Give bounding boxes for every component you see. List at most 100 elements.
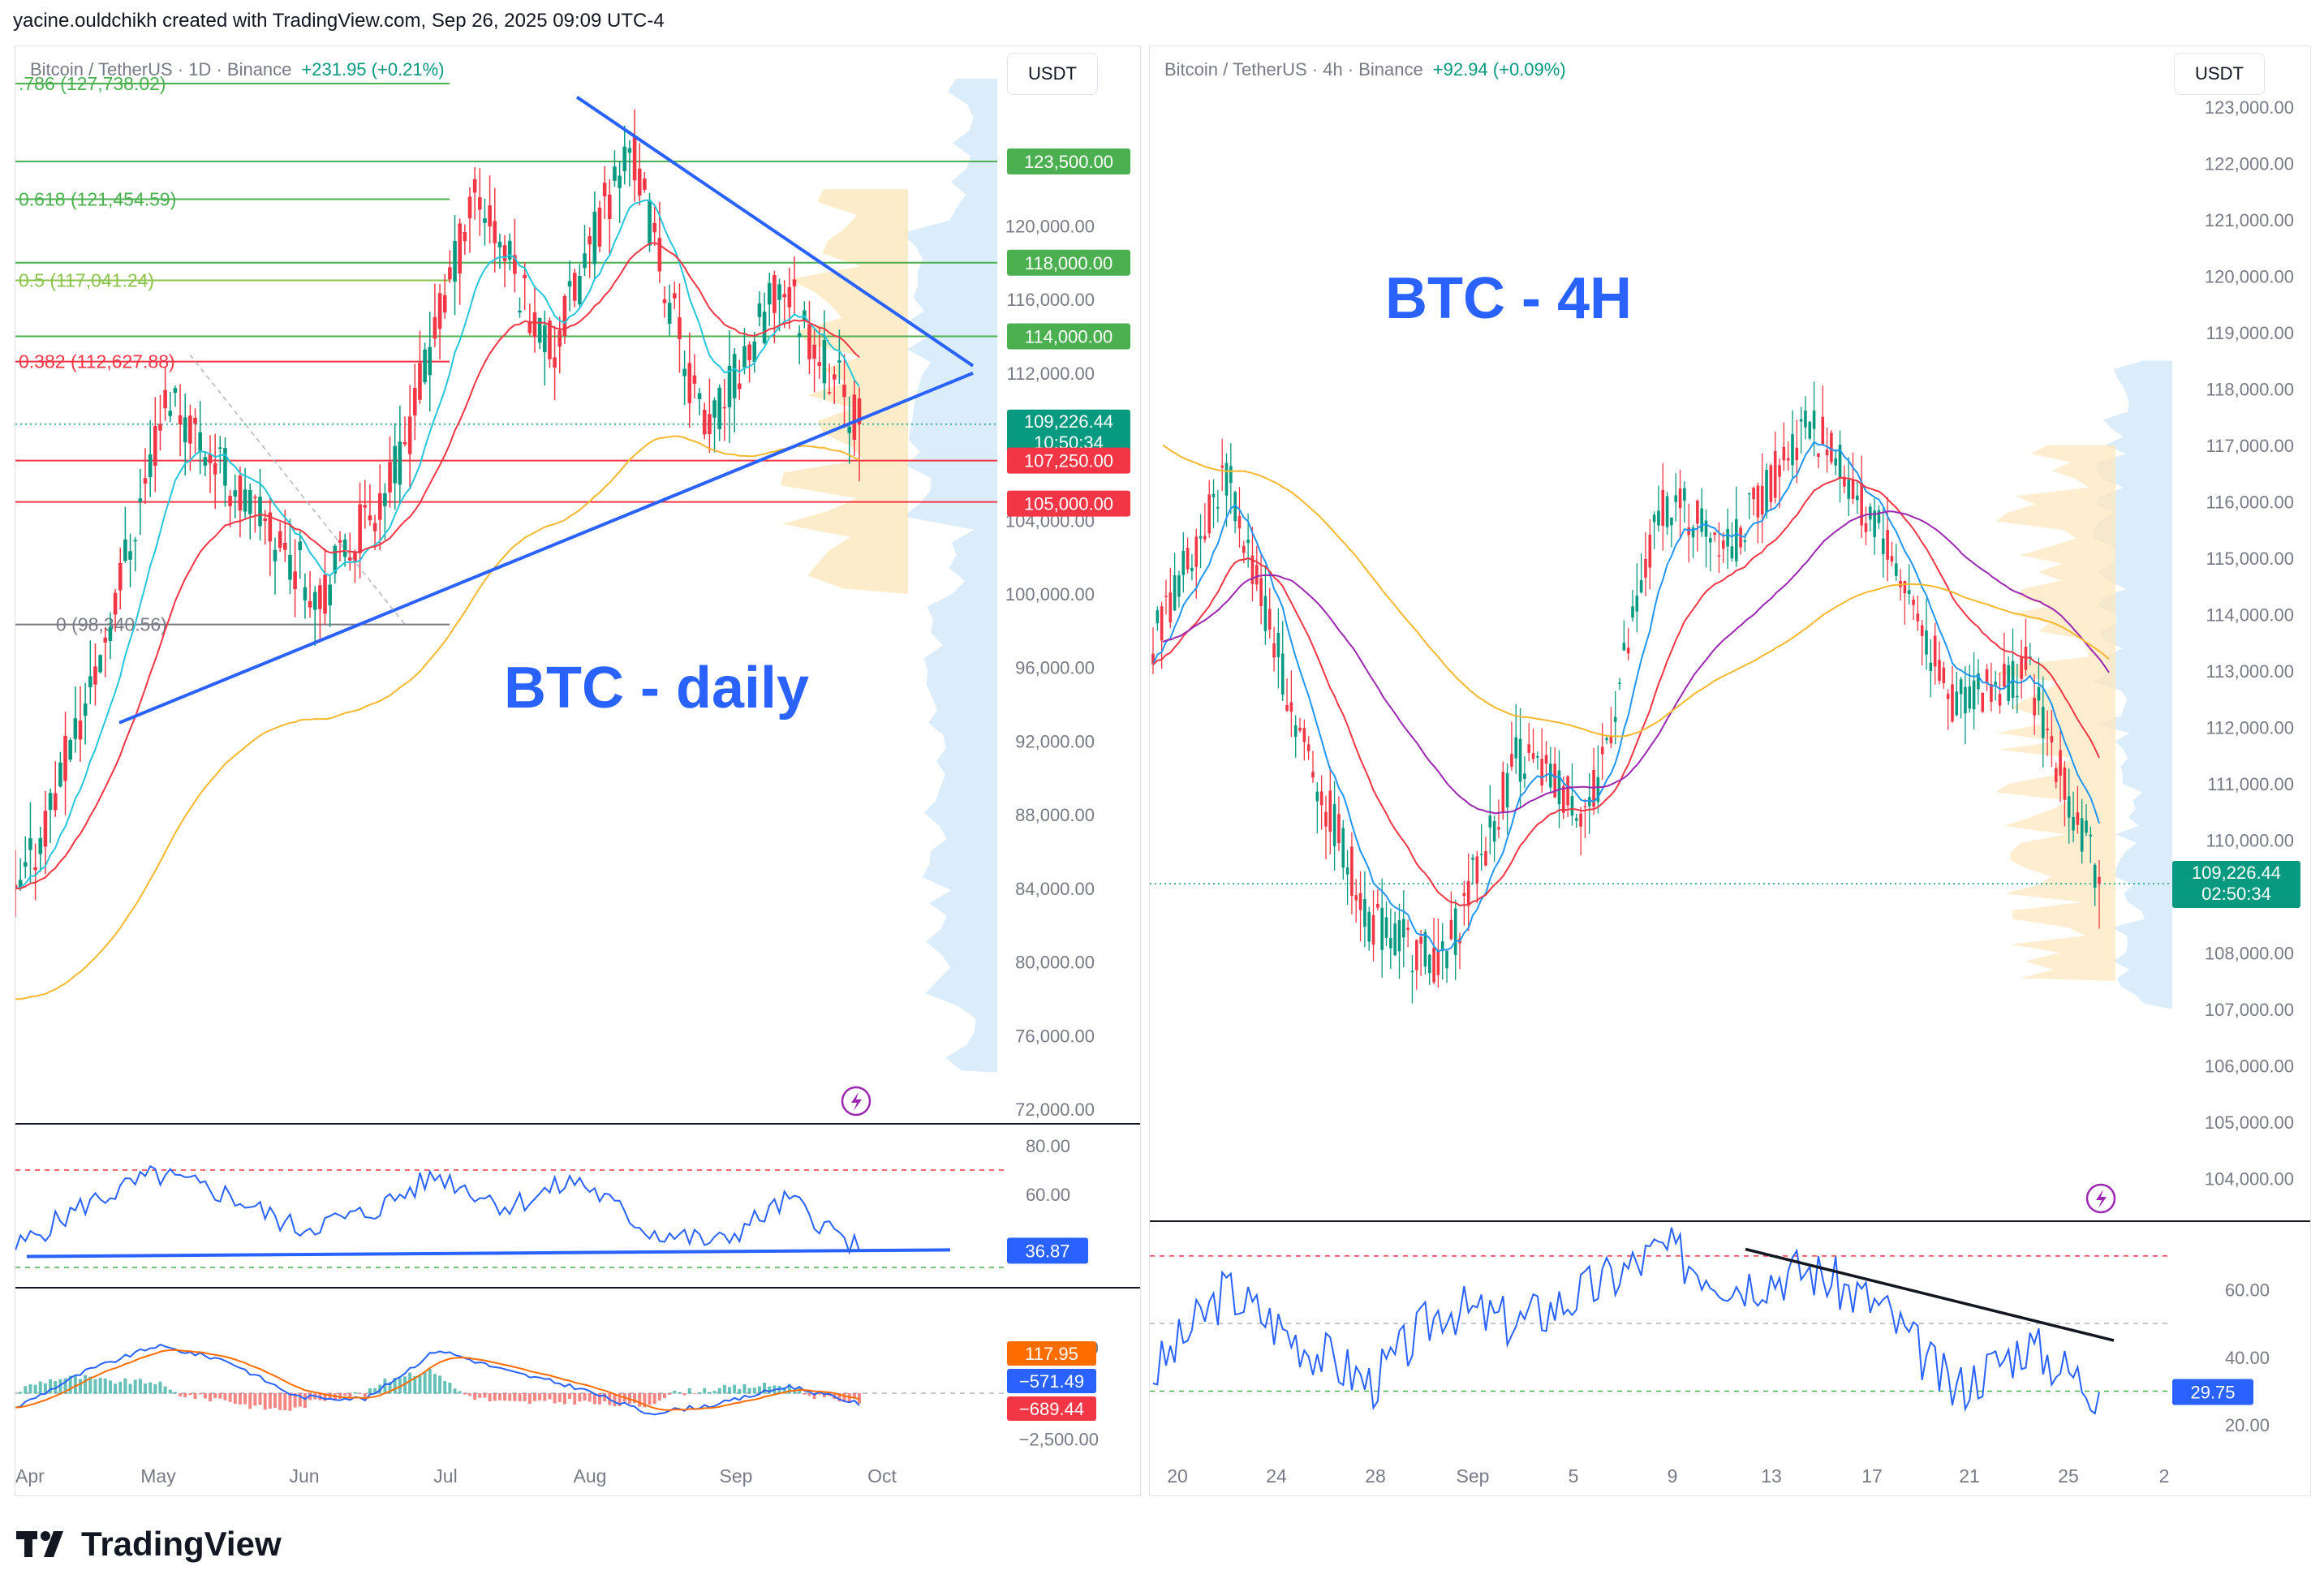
daily-macd-histogram-bar (413, 1375, 417, 1394)
daily-chart-svg[interactable]: .786 (127,738.02) 0.618 (121,454.59) 0.5 (… (15, 46, 1140, 1495)
daily-candle (398, 441, 402, 485)
four-hour-candle (1358, 893, 1362, 910)
daily-price-tick: 96,000.00 (1015, 658, 1095, 678)
daily-rsi-tick: 60.00 (1026, 1185, 1070, 1205)
daily-macd-histogram-bar (58, 1379, 62, 1394)
four-hour-time-tick: 21 (1959, 1465, 1980, 1487)
daily-candle (178, 415, 183, 424)
daily-candle (682, 368, 686, 376)
daily-macd-histogram-bar (183, 1393, 187, 1398)
four-hour-candle (1817, 453, 1820, 457)
four-hour-candle (1618, 682, 1621, 684)
daily-rsi-tick: 80.00 (1026, 1136, 1070, 1156)
daily-rsi-support-trendline (26, 1248, 951, 1259)
daily-candle (827, 392, 832, 394)
daily-candle (268, 512, 273, 542)
daily-macd-histogram-bar (533, 1393, 536, 1401)
four-hour-rsi-tick: 40.00 (2225, 1348, 2270, 1368)
four-hour-candle (1951, 684, 1954, 722)
four-hour-candle (1156, 610, 1160, 624)
four-hour-chart-pane[interactable]: 123,000.00 122,000.00 121,000.00 120,000.00… (1149, 45, 2311, 1496)
four-hour-candle (1207, 494, 1211, 534)
four-hour-rsi-line (1152, 1227, 2100, 1415)
daily-macd-histogram-bar (158, 1381, 162, 1394)
four-hour-candle (1553, 764, 1556, 798)
four-hour-candle (1427, 954, 1431, 974)
four-hour-candle (1877, 510, 1881, 523)
four-hour-candle (1964, 686, 1967, 714)
daily-price-tag: 105,000.00 (1024, 494, 1113, 514)
four-hour-candle (1566, 776, 1569, 806)
daily-macd-tag: −571.49 (1019, 1371, 1084, 1392)
daily-candle (787, 286, 792, 308)
daily-candle (583, 253, 587, 269)
daily-candle (483, 218, 487, 223)
four-hour-candle (1808, 421, 1812, 439)
four-hour-candle (1160, 606, 1164, 641)
four-hour-candle (1337, 814, 1341, 844)
daily-macd-histogram-bar (858, 1393, 861, 1404)
four-hour-chart-svg[interactable]: 123,000.00 122,000.00 121,000.00 120,000.00… (1150, 46, 2310, 1495)
daily-candle (627, 148, 632, 153)
four-hour-candle (1665, 496, 1669, 527)
daily-price-tag-bg (1007, 490, 1130, 517)
daily-candle (15, 884, 18, 889)
four-hour-candle (1488, 815, 1492, 828)
daily-macd-histogram-bar (747, 1388, 751, 1394)
daily-rsi-line (15, 1164, 860, 1255)
daily-rsi-tag-bg (1007, 1237, 1088, 1264)
four-hour-candle (1341, 828, 1345, 868)
four-hour-price-tick: 122,000.00 (2205, 153, 2294, 174)
four-hour-candle (1825, 450, 1829, 456)
daily-candle (747, 344, 751, 360)
daily-macd-histogram-bar (373, 1388, 377, 1394)
daily-candle (353, 552, 357, 562)
four-hour-candle (1843, 476, 1846, 487)
daily-chart-pane[interactable]: .786 (127,738.02) 0.618 (121,454.59) 0.5 (… (15, 45, 1141, 1496)
daily-candle (643, 179, 647, 190)
daily-macd-histogram-bar (268, 1393, 272, 1409)
daily-macd-histogram-bar (209, 1393, 212, 1401)
four-hour-candle (1479, 854, 1483, 856)
daily-price-tag-bg (1007, 148, 1130, 175)
daily-candle (622, 146, 627, 172)
daily-macd-histogram-bar (163, 1386, 167, 1394)
four-hour-currency-button[interactable]: USDT (2174, 53, 2265, 95)
daily-candle (702, 410, 707, 435)
tradingview-logo-icon (16, 1531, 63, 1557)
daily-ema-200-line (15, 435, 860, 1000)
daily-candle (143, 478, 148, 484)
daily-candle (163, 389, 167, 409)
daily-macd-histogram-bar (458, 1391, 462, 1394)
four-hour-price-tick: 112,000.00 (2206, 717, 2294, 738)
four-hour-candle (1194, 536, 1199, 567)
four-hour-candle (1786, 458, 1790, 461)
four-hour-candle (1881, 538, 1885, 554)
four-hour-candle (1644, 558, 1647, 578)
four-hour-candle (1376, 903, 1379, 908)
daily-macd-histogram-bar (84, 1375, 88, 1394)
daily-currency-button[interactable]: USDT (1007, 53, 1098, 95)
daily-macd-histogram-bar (288, 1393, 292, 1411)
daily-macd-tag-bg (1007, 1396, 1096, 1421)
daily-macd-tag: 117.95 (1025, 1344, 1078, 1364)
four-hour-candle (1410, 970, 1414, 973)
four-hour-candle (2080, 818, 2084, 852)
daily-macd-histogram-bar (433, 1374, 437, 1394)
daily-macd-histogram-bar (443, 1381, 447, 1394)
four-hour-candle (1894, 563, 1898, 576)
four-hour-price-tag: 109,226.44 (2192, 863, 2281, 883)
daily-macd-histogram-bar (787, 1383, 791, 1394)
four-hour-candle (1181, 550, 1186, 575)
four-hour-candle (1475, 856, 1479, 884)
daily-macd-histogram-bar (768, 1386, 772, 1394)
four-hour-alert-lightning-icon (2085, 1183, 2116, 1214)
four-hour-candle (1972, 680, 1976, 710)
four-hour-candle (1471, 858, 1474, 860)
four-hour-candle (1652, 514, 1656, 523)
daily-macd-histogram-bar (423, 1371, 427, 1394)
daily-macd-histogram-bar (343, 1393, 347, 1396)
daily-candle (513, 255, 517, 274)
four-hour-candle (1302, 728, 1306, 742)
four-hour-candle (1267, 609, 1272, 630)
